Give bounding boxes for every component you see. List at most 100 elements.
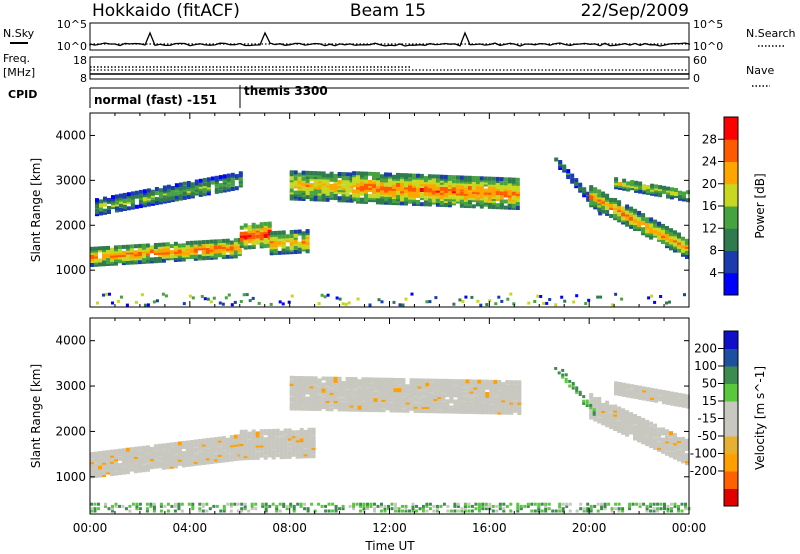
velocity-cell bbox=[453, 502, 457, 506]
power-cell bbox=[497, 295, 501, 299]
power-cell bbox=[313, 175, 318, 180]
power-cell bbox=[586, 195, 591, 200]
velocity-cell bbox=[289, 382, 294, 386]
velocity-cell bbox=[585, 401, 589, 405]
power-cell bbox=[221, 251, 226, 255]
velocity-cell bbox=[461, 401, 466, 406]
velocity-cell bbox=[585, 399, 589, 403]
velocity-cell bbox=[513, 404, 518, 409]
velocity-cell bbox=[601, 407, 606, 411]
power-cell bbox=[114, 245, 118, 250]
velocity-cell bbox=[457, 389, 462, 394]
power-cell bbox=[388, 186, 392, 191]
velocity-cell bbox=[593, 403, 598, 408]
y-tick-label: 1000 bbox=[55, 263, 86, 277]
velocity-cell bbox=[445, 405, 450, 410]
power-cell bbox=[412, 201, 416, 206]
velocity-cell bbox=[605, 400, 610, 405]
power-cell bbox=[146, 190, 151, 195]
velocity-cell bbox=[571, 384, 575, 388]
power-cell bbox=[321, 195, 326, 200]
power-cell bbox=[479, 200, 484, 205]
power-cell bbox=[665, 238, 669, 243]
power-cell bbox=[487, 190, 492, 195]
power-cell bbox=[475, 178, 480, 183]
velocity-cell bbox=[661, 441, 665, 446]
velocity-cell bbox=[681, 459, 685, 464]
power-cell bbox=[625, 212, 630, 217]
velocity-cell bbox=[366, 504, 369, 508]
power-cell bbox=[601, 205, 606, 210]
velocity-cell bbox=[309, 382, 314, 387]
power-cell bbox=[201, 240, 206, 245]
velocity-cell bbox=[498, 502, 502, 506]
power-cell bbox=[678, 190, 682, 195]
velocity-cell bbox=[111, 504, 114, 508]
velocity-cell bbox=[159, 509, 163, 513]
velocity-cell bbox=[564, 377, 568, 381]
power-cell bbox=[649, 217, 654, 222]
velocity-cell bbox=[306, 507, 310, 511]
power-cell bbox=[597, 189, 602, 194]
velocity-cell bbox=[649, 421, 654, 426]
power-cell bbox=[98, 246, 102, 251]
power-cell bbox=[153, 257, 158, 262]
power-cell bbox=[301, 176, 306, 181]
velocity-cell bbox=[229, 457, 234, 462]
velocity-cell bbox=[629, 422, 634, 427]
velocity-colorbar-tick-label: -15 bbox=[697, 412, 717, 426]
velocity-colorbar-segment bbox=[724, 488, 738, 507]
velocity-cell bbox=[433, 403, 438, 408]
power-cell bbox=[463, 175, 468, 180]
power-cell bbox=[247, 245, 252, 250]
velocity-cell bbox=[317, 394, 322, 399]
power-cell bbox=[293, 250, 298, 254]
velocity-cell bbox=[157, 460, 162, 465]
power-cell bbox=[205, 239, 210, 244]
power-cell bbox=[150, 199, 155, 204]
velocity-cell bbox=[397, 507, 401, 511]
velocity-cell bbox=[607, 502, 611, 506]
velocity-cell bbox=[243, 431, 248, 436]
power-cell bbox=[125, 254, 130, 259]
power-colorbar-segment bbox=[724, 206, 738, 229]
power-cell bbox=[356, 297, 360, 301]
power-cell bbox=[614, 292, 618, 296]
power-cell bbox=[396, 177, 400, 181]
power-cell bbox=[95, 204, 99, 209]
velocity-cell bbox=[489, 398, 494, 403]
velocity-cell bbox=[630, 384, 635, 389]
velocity-cell bbox=[425, 509, 429, 513]
velocity-cell bbox=[275, 449, 280, 454]
power-cell bbox=[301, 231, 306, 236]
velocity-cell bbox=[509, 394, 514, 399]
velocity-cell bbox=[149, 457, 154, 462]
power-cell bbox=[483, 188, 488, 193]
power-cell bbox=[238, 177, 243, 182]
velocity-cell bbox=[445, 399, 450, 404]
power-cell bbox=[185, 241, 190, 246]
velocity-cell bbox=[600, 504, 604, 508]
power-cell bbox=[404, 297, 408, 301]
velocity-cell bbox=[437, 389, 442, 393]
power-cell bbox=[618, 182, 623, 186]
power-cell bbox=[218, 175, 223, 180]
power-cell bbox=[515, 181, 520, 186]
velocity-cell bbox=[292, 507, 296, 511]
velocity-cell bbox=[425, 504, 429, 508]
velocity-cell bbox=[409, 380, 414, 385]
velocity-cell bbox=[493, 396, 498, 401]
power-cell bbox=[251, 222, 256, 227]
velocity-cell bbox=[453, 393, 458, 398]
velocity-cell bbox=[373, 502, 376, 506]
velocity-cell bbox=[359, 502, 363, 506]
velocity-cell bbox=[673, 441, 677, 446]
velocity-cell bbox=[325, 397, 330, 401]
velocity-cell bbox=[352, 504, 356, 508]
velocity-cell bbox=[613, 404, 618, 409]
power-cell bbox=[297, 196, 302, 201]
velocity-cell bbox=[153, 444, 158, 449]
power-cell bbox=[337, 198, 342, 203]
velocity-cell bbox=[634, 393, 639, 398]
